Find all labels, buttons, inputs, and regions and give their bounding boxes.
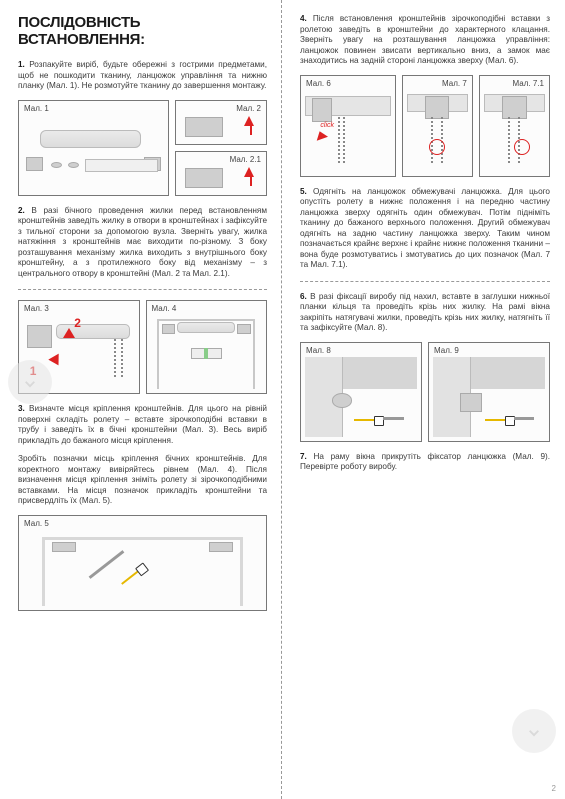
fig-2: Мал. 2 [175,100,267,145]
step-3a-text: Визначте місця кріплення кронштейнів. Дл… [18,404,267,445]
step-7: 7. На раму вікна прикрутіть фіксатор лан… [300,452,550,473]
step-4-num: 4. [300,14,307,23]
fig-5: Мал. 5 [18,515,267,611]
watermark-icon-2 [512,709,556,753]
step-5-num: 5. [300,187,307,196]
step-1-num: 1. [18,60,25,69]
step-7-text: На раму вікна прикрутіть фіксатор ланцюж… [300,452,550,472]
fig-row-8-9: Мал. 8 Мал. 9 [300,342,550,442]
step-2: 2. В разі бічного проведення жилки перед… [18,206,267,280]
page-title: ПОСЛІДОВНІСТЬ ВСТАНОВЛЕННЯ: [18,14,267,48]
fig-1-label: Мал. 1 [24,104,49,113]
watermark-icon [8,360,52,404]
fig-5-label: Мал. 5 [24,519,49,528]
right-column: 4. Після встановлення кронштейнів зірочк… [282,0,564,799]
page-number: 2 [552,784,556,793]
step-3a: 3. Визначте місця кріплення кронштейнів.… [18,404,267,446]
step-4: 4. Після встановлення кронштейнів зірочк… [300,14,550,67]
fig-row-1-2: Мал. 1 Мал. 2 [18,100,267,196]
step-2-num: 2. [18,206,25,215]
fig-4: Мал. 4 [146,300,268,394]
step-5-text: Одягніть на ланцюжок обмежувачі ланцюжка… [300,187,550,270]
fig-2-label: Мал. 2 [236,104,261,113]
fig-8-label: Мал. 8 [306,346,331,355]
step-6: 6. В разі фіксації виробу під нахил, вст… [300,292,550,334]
fig-6: Мал. 6 click [300,75,396,177]
fig-7-1: Мал. 7.1 [479,75,550,177]
step-3-num: 3. [18,404,25,413]
fig-6-label: Мал. 6 [306,79,331,88]
fig-9: Мал. 9 [428,342,550,442]
fig-row-6-7: Мал. 6 click Мал. 7 [300,75,550,177]
fig-7-label: Мал. 7 [442,79,467,88]
step-1: 1. Розпакуйте виріб, будьте обережні з г… [18,60,267,92]
step-1-text: Розпакуйте виріб, будьте обережні з гост… [18,60,267,90]
fig-2-1-label: Мал. 2.1 [230,155,261,164]
step-7-num: 7. [300,452,307,461]
step-5: 5. Одягніть на ланцюжок обмежувачі ланцю… [300,187,550,271]
divider-right [300,281,550,282]
divider-left [18,289,267,290]
fig-row-3-4: Мал. 3 1 2 Мал. 4 [18,300,267,394]
step-6-text: В разі фіксації виробу під нахил, вставт… [300,292,550,333]
fig-8: Мал. 8 [300,342,422,442]
step-3b: Зробіть позначки місць кріплення бічних … [18,454,267,507]
fig-7: Мал. 7 [402,75,473,177]
left-column: ПОСЛІДОВНІСТЬ ВСТАНОВЛЕННЯ: 1. Розпакуйт… [0,0,282,799]
fig-2-1: Мал. 2.1 [175,151,267,196]
fig-4-label: Мал. 4 [152,304,177,313]
step-4-text: Після встановлення кронштейнів зірочкопо… [300,14,550,65]
fig-1: Мал. 1 [18,100,169,196]
fig-row-5: Мал. 5 [18,515,267,611]
click-label: click [320,122,334,129]
fig-9-label: Мал. 9 [434,346,459,355]
step-2-text: В разі бічного проведення жилки перед вс… [18,206,267,278]
step-6-num: 6. [300,292,307,301]
red-num-2: 2 [74,316,81,330]
fig-7-1-label: Мал. 7.1 [513,79,544,88]
fig-3-label: Мал. 3 [24,304,49,313]
